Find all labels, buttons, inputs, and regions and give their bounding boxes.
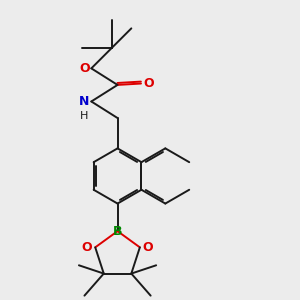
Text: O: O xyxy=(143,77,154,90)
Text: B: B xyxy=(113,225,122,238)
Text: O: O xyxy=(79,62,90,75)
Text: O: O xyxy=(143,241,153,254)
Text: H: H xyxy=(80,111,88,121)
Text: N: N xyxy=(79,95,90,108)
Text: O: O xyxy=(82,241,92,254)
